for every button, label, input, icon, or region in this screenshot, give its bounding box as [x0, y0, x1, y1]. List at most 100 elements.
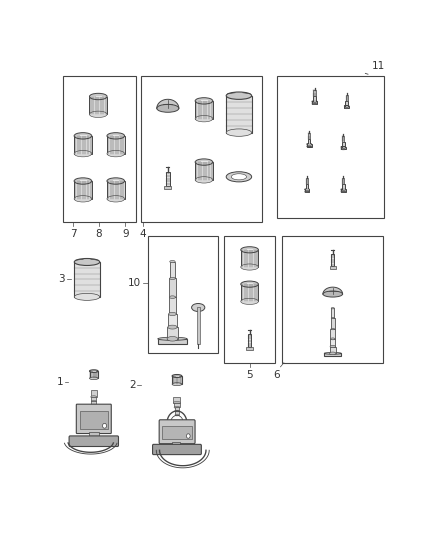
Bar [172, 442, 180, 445]
Bar [331, 308, 334, 318]
Ellipse shape [331, 328, 335, 330]
Bar [330, 266, 336, 269]
Ellipse shape [158, 337, 187, 341]
Bar [346, 95, 348, 101]
Ellipse shape [307, 146, 311, 147]
Ellipse shape [157, 104, 179, 112]
Text: 4: 4 [140, 229, 146, 239]
Ellipse shape [89, 93, 107, 100]
Bar [89, 371, 98, 378]
Bar [331, 318, 335, 329]
Ellipse shape [195, 159, 213, 165]
Bar [92, 405, 96, 409]
Bar [341, 189, 346, 192]
Bar [307, 144, 311, 147]
Bar [162, 426, 192, 439]
Ellipse shape [312, 103, 317, 104]
Bar [174, 407, 180, 411]
Ellipse shape [241, 298, 258, 304]
Polygon shape [323, 287, 343, 294]
Ellipse shape [195, 98, 213, 104]
Bar [324, 353, 341, 357]
Bar [345, 101, 348, 106]
Bar [148, 236, 218, 353]
Ellipse shape [173, 401, 180, 404]
Ellipse shape [167, 336, 178, 341]
Bar [92, 401, 96, 405]
Bar [342, 142, 345, 147]
Ellipse shape [341, 149, 346, 150]
Ellipse shape [174, 410, 180, 412]
Ellipse shape [107, 150, 124, 157]
Text: 11: 11 [372, 61, 385, 71]
Ellipse shape [92, 404, 96, 406]
Bar [74, 262, 100, 297]
Ellipse shape [74, 293, 100, 301]
Ellipse shape [312, 101, 317, 102]
Bar [224, 236, 275, 363]
Bar [166, 172, 170, 185]
Ellipse shape [74, 259, 100, 265]
Bar [169, 297, 177, 314]
Bar [170, 262, 175, 278]
Bar [306, 184, 308, 189]
Bar [343, 136, 344, 142]
Bar [329, 346, 336, 353]
Bar [174, 403, 180, 407]
Ellipse shape [91, 396, 97, 398]
Ellipse shape [329, 352, 336, 354]
Bar [197, 308, 200, 344]
Ellipse shape [174, 406, 180, 408]
Bar [173, 397, 180, 403]
Bar [342, 184, 345, 189]
Text: 3: 3 [58, 274, 65, 285]
Bar [314, 90, 316, 96]
Bar [89, 96, 107, 114]
Bar [74, 136, 92, 154]
Ellipse shape [226, 92, 252, 99]
Ellipse shape [324, 352, 341, 354]
Ellipse shape [107, 196, 124, 202]
Ellipse shape [330, 345, 336, 348]
Ellipse shape [89, 377, 98, 379]
Bar [91, 397, 96, 401]
Ellipse shape [231, 174, 247, 180]
Bar [330, 339, 336, 346]
Bar [341, 147, 346, 149]
Ellipse shape [74, 133, 92, 139]
Ellipse shape [170, 277, 175, 280]
Bar [343, 178, 344, 184]
Ellipse shape [91, 400, 96, 402]
Bar [107, 136, 124, 154]
Bar [248, 334, 251, 348]
Bar [168, 314, 177, 327]
Ellipse shape [305, 191, 309, 192]
FancyBboxPatch shape [152, 445, 201, 455]
Ellipse shape [89, 111, 107, 117]
Bar [241, 250, 258, 267]
Text: 6: 6 [273, 370, 279, 380]
Ellipse shape [331, 338, 335, 340]
Ellipse shape [74, 178, 92, 184]
Text: 10: 10 [128, 278, 141, 288]
Bar [195, 162, 213, 180]
Ellipse shape [74, 150, 92, 157]
Ellipse shape [226, 129, 252, 136]
Ellipse shape [241, 264, 258, 270]
Text: 2: 2 [129, 380, 135, 390]
Ellipse shape [195, 116, 213, 122]
Bar [331, 254, 335, 266]
Ellipse shape [187, 434, 190, 438]
Bar [344, 106, 349, 108]
Bar [91, 390, 97, 397]
Bar [89, 432, 99, 436]
Bar [175, 411, 179, 415]
Bar [170, 278, 176, 297]
Ellipse shape [172, 375, 182, 377]
Bar [141, 76, 262, 222]
Ellipse shape [168, 325, 177, 329]
Text: 1: 1 [57, 377, 63, 387]
Ellipse shape [74, 196, 92, 202]
Bar [312, 101, 317, 104]
Ellipse shape [175, 415, 179, 416]
